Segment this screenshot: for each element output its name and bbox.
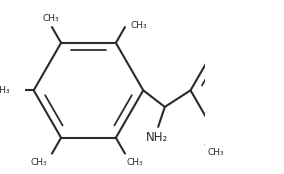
- Text: CH₃: CH₃: [131, 21, 147, 30]
- Text: NH₂: NH₂: [145, 131, 168, 144]
- Text: CH₃: CH₃: [43, 14, 59, 23]
- Text: CH₃: CH₃: [0, 86, 10, 95]
- Text: CH₃: CH₃: [127, 158, 143, 167]
- Text: CH₃: CH₃: [207, 148, 224, 157]
- Text: CH₃: CH₃: [30, 158, 47, 167]
